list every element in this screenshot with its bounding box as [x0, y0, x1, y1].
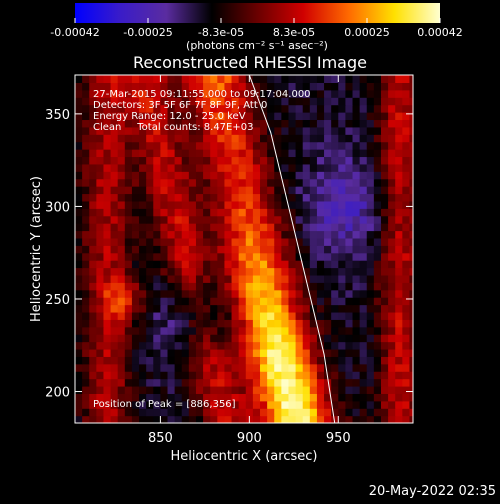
x-axis-label: Heliocentric X (arcsec) [171, 449, 318, 464]
colorbar-tick-label: -8.3e-05 [198, 26, 244, 39]
annotation-detectors: Detectors: 3F 5F 6F 7F 8F 9F, Att 0 [93, 100, 267, 111]
colorbar-tick-label: -0.00042 [50, 26, 99, 39]
colorbar-tick-label: -0.00025 [123, 26, 172, 39]
colorbar-tick-label: 0.00025 [344, 26, 390, 39]
y-axis-label: Heliocentric Y (arcsec) [29, 176, 44, 322]
y-tick-label: 300 [45, 200, 70, 215]
x-tick-label: 850 [148, 431, 173, 446]
axis-ticks: 850 900 950 200 250 300 350 [45, 75, 413, 446]
solar-limb-curve [248, 75, 336, 423]
colorbar [75, 3, 440, 23]
colorbar-label: (photons cm⁻² s⁻¹ asec⁻²) [186, 39, 328, 52]
annotation-time-range: 27-Mar-2015 09:11:55.000 to 09:17:04.000 [93, 89, 311, 100]
annotation-clean-total-counts: Clean Total counts: 8.47E+03 [93, 122, 253, 133]
chart-title: Reconstructed RHESSI Image [133, 53, 367, 72]
colorbar-tick-label: 8.3e-05 [273, 26, 315, 39]
colorbar-tick-label: 0.00042 [417, 26, 463, 39]
y-tick-label: 350 [45, 108, 70, 123]
y-tick-label: 200 [45, 386, 70, 401]
colorbar-ticks: -0.00042 -0.00025 -8.3e-05 8.3e-05 0.00025 0.… [50, 18, 463, 39]
x-tick-label: 900 [237, 431, 262, 446]
heatmap-image [75, 75, 413, 423]
annotation-energy-range: Energy Range: 12.0 - 25.0 keV [93, 111, 246, 122]
peak-position-label: Position of Peak = [886,356] [93, 399, 236, 410]
timestamp: 20-May-2022 02:35 [369, 484, 496, 499]
y-tick-label: 250 [45, 293, 70, 308]
x-tick-label: 950 [326, 431, 351, 446]
plot-frame [74, 74, 414, 424]
